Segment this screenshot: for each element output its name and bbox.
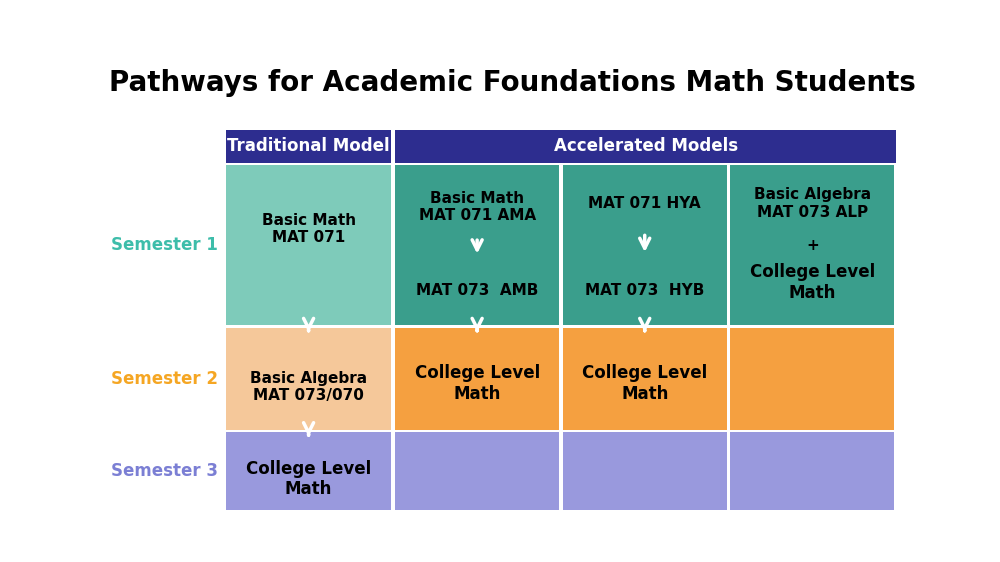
- Bar: [226, 165, 391, 325]
- Text: College Level
Math: College Level Math: [246, 460, 371, 498]
- Text: Basic Algebra
MAT 073 ALP: Basic Algebra MAT 073 ALP: [754, 188, 871, 220]
- Text: MAT 073  HYB: MAT 073 HYB: [585, 283, 704, 298]
- Bar: [563, 165, 727, 325]
- Bar: [395, 130, 896, 162]
- Text: Accelerated Models: Accelerated Models: [554, 138, 738, 156]
- Text: Semester 1: Semester 1: [111, 236, 218, 254]
- Text: Traditional Model: Traditional Model: [227, 138, 390, 156]
- Text: Basic Math
MAT 071: Basic Math MAT 071: [262, 213, 356, 246]
- Text: +: +: [806, 238, 819, 253]
- Bar: [730, 432, 894, 510]
- Text: College Level
Math: College Level Math: [582, 365, 707, 404]
- Text: College Level
Math: College Level Math: [415, 365, 540, 404]
- Text: Pathways for Academic Foundations Math Students: Pathways for Academic Foundations Math S…: [109, 69, 916, 97]
- Bar: [226, 130, 391, 162]
- Text: MAT 071 HYA: MAT 071 HYA: [588, 196, 701, 211]
- Bar: [730, 328, 894, 429]
- Bar: [395, 432, 559, 510]
- Bar: [395, 165, 559, 325]
- Text: MAT 073  AMB: MAT 073 AMB: [416, 283, 538, 298]
- Bar: [563, 432, 727, 510]
- Bar: [226, 432, 391, 510]
- Bar: [730, 165, 894, 325]
- Text: Semester 2: Semester 2: [111, 370, 218, 388]
- Text: College Level
Math: College Level Math: [750, 262, 875, 302]
- Text: Semester 3: Semester 3: [111, 462, 218, 480]
- Text: Basic Math
MAT 071 AMA: Basic Math MAT 071 AMA: [419, 191, 536, 223]
- Bar: [563, 328, 727, 429]
- Bar: [395, 328, 559, 429]
- Text: Basic Algebra
MAT 073/070: Basic Algebra MAT 073/070: [250, 371, 367, 403]
- Bar: [226, 328, 391, 429]
